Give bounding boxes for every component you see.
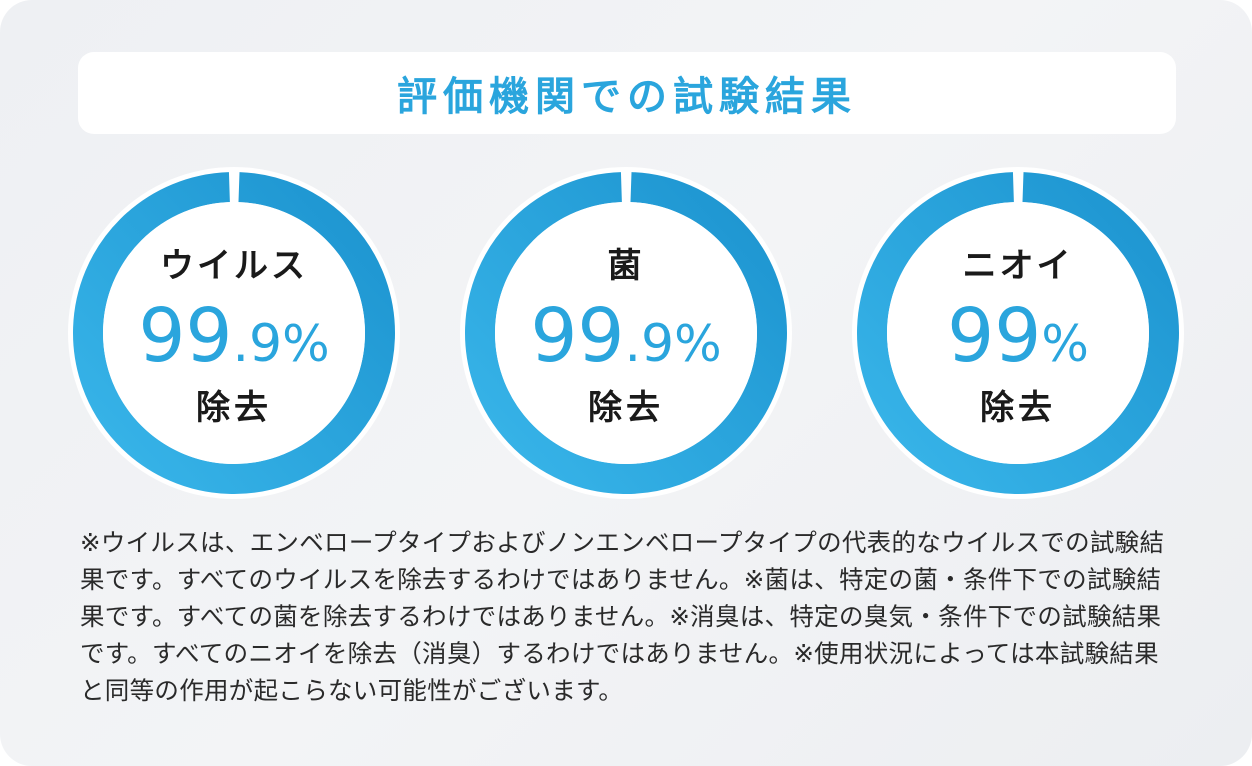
result-label: ニオイ xyxy=(962,246,1074,286)
value-decimal: .9 xyxy=(624,314,675,374)
result-value: 99.9% xyxy=(530,299,721,373)
result-ring-odor: ニオイ 99% 除去 xyxy=(851,166,1185,500)
ring-graphic-bacteria xyxy=(460,167,792,499)
page-title: 評価機関での試験結果 xyxy=(397,74,857,120)
value-unit: % xyxy=(282,315,330,373)
result-ring-virus: ウイルス 99.9% 除去 xyxy=(67,166,401,500)
ring-graphic-odor xyxy=(852,167,1184,499)
result-action: 除去 xyxy=(196,388,272,428)
value-unit: % xyxy=(1041,315,1089,373)
value-unit: % xyxy=(674,315,722,373)
result-value: 99% xyxy=(947,299,1089,373)
value-integer: 99 xyxy=(138,293,233,379)
result-action: 除去 xyxy=(588,388,664,428)
disclaimer-notes: ※ウイルスは、エンベロープタイプおよびノンエンベロープタイプの代表的なウイルスで… xyxy=(80,528,1165,705)
title-bar: 評価機関での試験結果 xyxy=(78,52,1176,134)
result-label: ウイルス xyxy=(160,246,308,286)
value-decimal: .9 xyxy=(232,314,283,374)
value-integer: 99 xyxy=(530,293,625,379)
result-ring-bacteria: 菌 99.9% 除去 xyxy=(459,166,793,500)
result-label: 菌 xyxy=(607,246,645,286)
ring-graphic-virus xyxy=(68,167,400,499)
result-action: 除去 xyxy=(980,388,1056,428)
value-integer: 99 xyxy=(947,293,1042,379)
result-value: 99.9% xyxy=(138,299,329,373)
